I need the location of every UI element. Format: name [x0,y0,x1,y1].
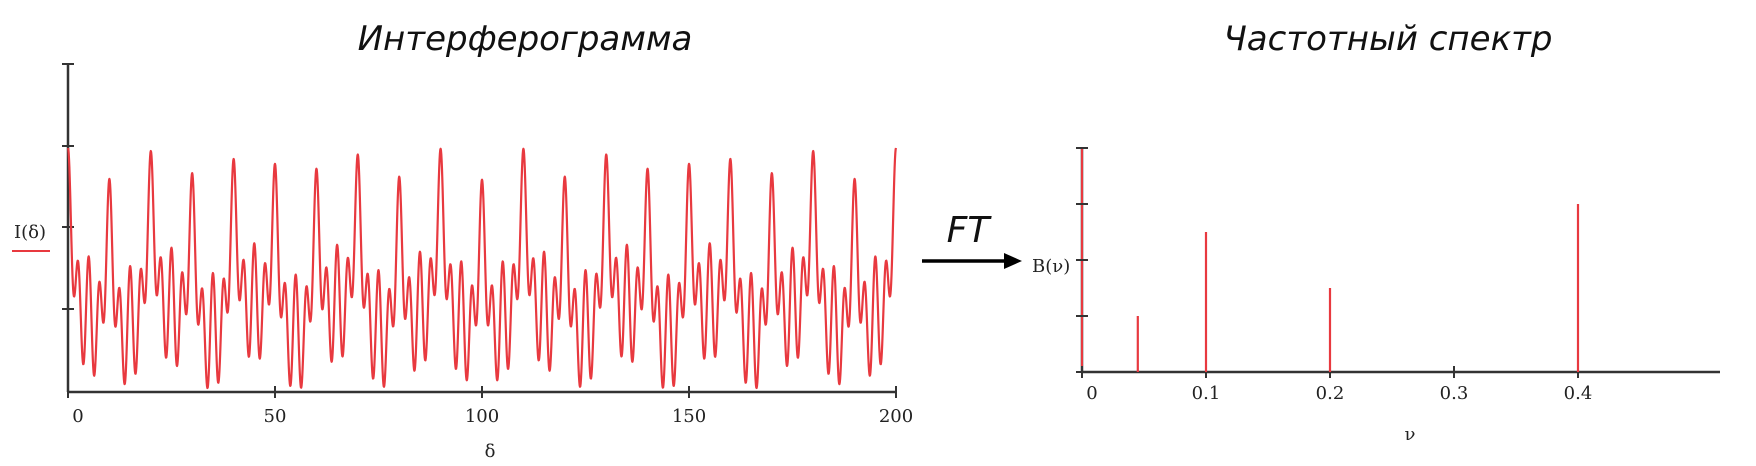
spectrum-x-axis-label: ν [1405,424,1416,445]
spectrum-x-tick-label: 0 [1086,383,1097,404]
spectrum-x-tick-label: 0.4 [1564,383,1593,404]
interferogram-x-axis-label: δ [485,441,496,462]
interferogram-axes: 0 50 100 150 200 [62,63,913,427]
interferogram-plot [66,147,898,390]
spectrum-x-tick-label: 0.2 [1316,383,1345,404]
spectrum-title: Частотный спектр [1224,19,1553,59]
fourier-transform-label: FT [947,210,993,251]
interferogram-title: Интерферограмма [358,19,693,59]
interferogram-x-tick-label: 50 [264,406,287,427]
spectrum-axes: 0 0.1 0.2 0.3 0.4 [1076,147,1720,404]
spectrum-x-tick-label: 0.3 [1440,383,1469,404]
arrow-right-icon [1004,253,1022,269]
interferogram-y-axis-label: I(δ) [14,222,46,243]
interferogram-curve [66,147,898,390]
spectrum-x-tick-label: 0.1 [1192,383,1221,404]
interferogram-x-tick-label: 0 [72,406,83,427]
spectrum-y-axis-label: B(ν) [1032,256,1070,277]
interferogram-x-tick-label: 150 [672,406,706,427]
interferogram-x-tick-label: 200 [879,406,913,427]
interferogram-x-tick-label: 100 [465,406,499,427]
spectrum-plot [1136,204,1580,372]
